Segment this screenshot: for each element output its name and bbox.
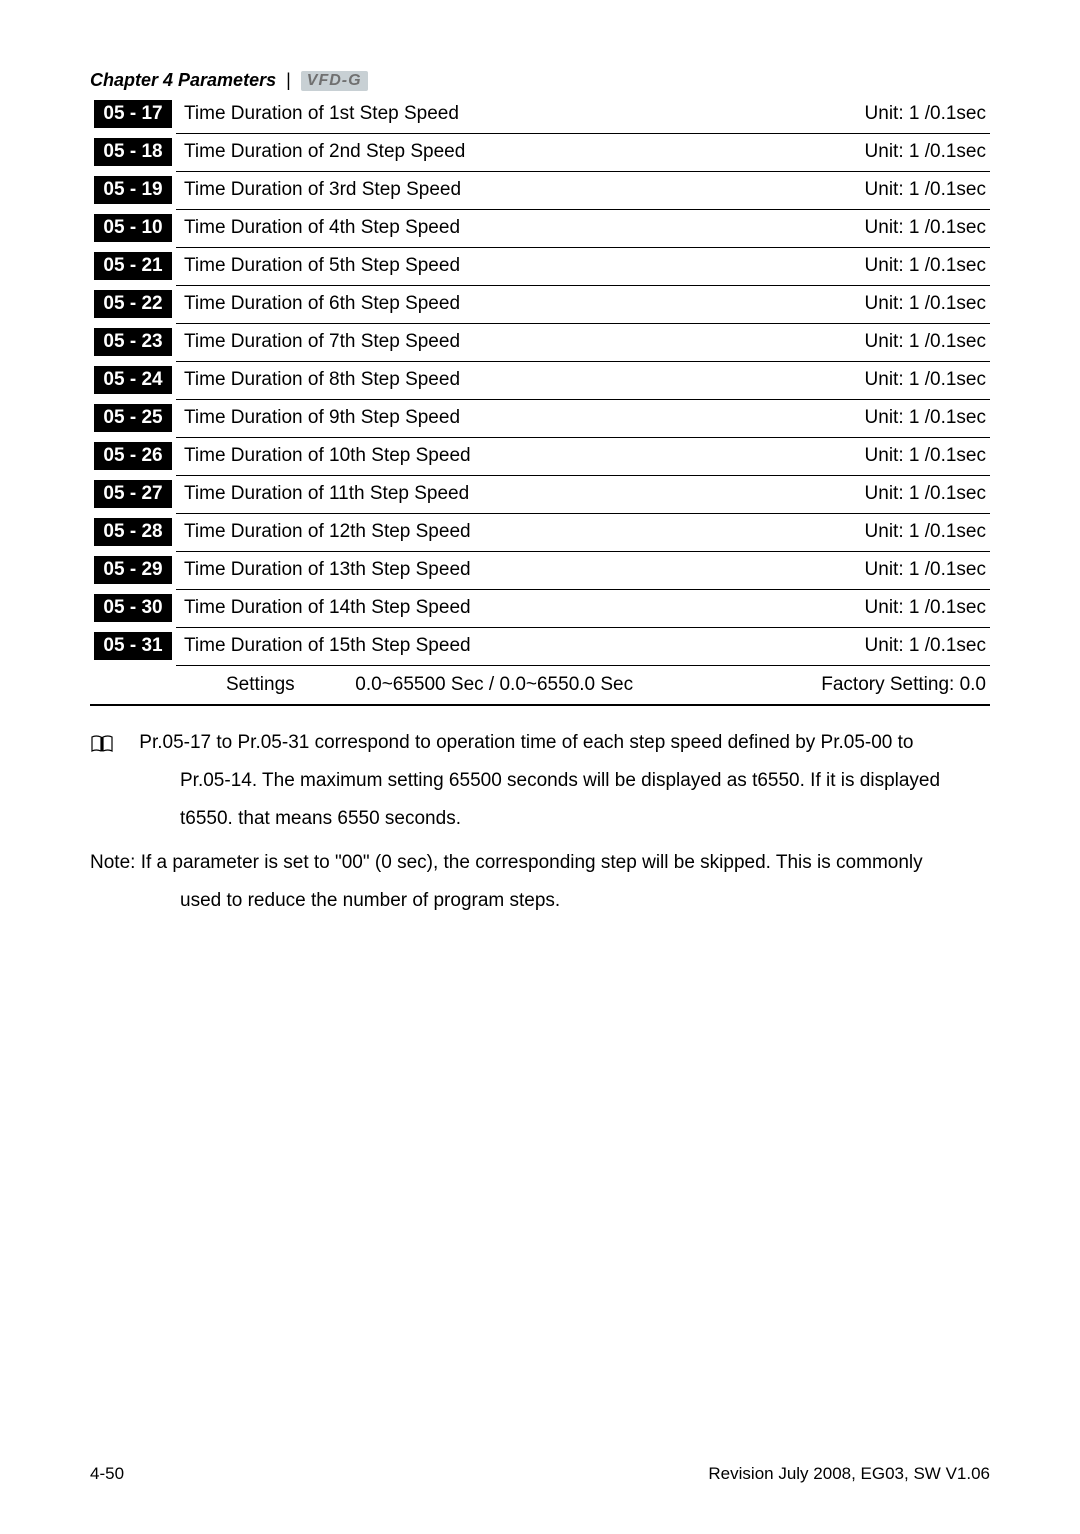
- table-row: 05 - 31Time Duration of 15th Step SpeedU…: [90, 627, 990, 665]
- param-description: Time Duration of 2nd Step Speed: [176, 133, 768, 171]
- factory-setting: Factory Setting: 0.0: [768, 665, 990, 705]
- param-code: 05 - 21: [94, 252, 172, 280]
- param-unit: Unit: 1 /0.1sec: [768, 247, 990, 285]
- param-description: Time Duration of 13th Step Speed: [176, 551, 768, 589]
- page-footer: 4-50 Revision July 2008, EG03, SW V1.06: [90, 1464, 990, 1484]
- param-code: 05 - 17: [94, 100, 172, 128]
- param-description: Time Duration of 8th Step Speed: [176, 361, 768, 399]
- header-separator: |: [286, 70, 291, 91]
- param-unit: Unit: 1 /0.1sec: [768, 399, 990, 437]
- param-description: Time Duration of 12th Step Speed: [176, 513, 768, 551]
- param-unit: Unit: 1 /0.1sec: [768, 209, 990, 247]
- table-row: 05 - 18Time Duration of 2nd Step SpeedUn…: [90, 133, 990, 171]
- param-unit: Unit: 1 /0.1sec: [768, 551, 990, 589]
- table-row: 05 - 24Time Duration of 8th Step SpeedUn…: [90, 361, 990, 399]
- settings-row: Settings 0.0~65500 Sec / 0.0~6550.0 Sec …: [90, 665, 990, 705]
- note-paragraph: Note: If a parameter is set to "00" (0 s…: [90, 844, 990, 920]
- param-unit: Unit: 1 /0.1sec: [768, 513, 990, 551]
- table-row: 05 - 23Time Duration of 7th Step SpeedUn…: [90, 323, 990, 361]
- param-description: Time Duration of 11th Step Speed: [176, 475, 768, 513]
- param-description: Time Duration of 7th Step Speed: [176, 323, 768, 361]
- param-description: Time Duration of 9th Step Speed: [176, 399, 768, 437]
- param-description: Time Duration of 1st Step Speed: [176, 95, 768, 133]
- table-row: 05 - 27Time Duration of 11th Step SpeedU…: [90, 475, 990, 513]
- param-code: 05 - 31: [94, 632, 172, 660]
- param-code: 05 - 24: [94, 366, 172, 394]
- table-row: 05 - 19Time Duration of 3rd Step SpeedUn…: [90, 171, 990, 209]
- param-unit: Unit: 1 /0.1sec: [768, 475, 990, 513]
- param-code: 05 - 10: [94, 214, 172, 242]
- parameter-table: 05 - 17Time Duration of 1st Step SpeedUn…: [90, 95, 990, 706]
- param-unit: Unit: 1 /0.1sec: [768, 437, 990, 475]
- book-icon: [90, 730, 114, 750]
- param-unit: Unit: 1 /0.1sec: [768, 133, 990, 171]
- param-description: Time Duration of 14th Step Speed: [176, 589, 768, 627]
- param-code: 05 - 25: [94, 404, 172, 432]
- page: Chapter 4 Parameters | VFD-G 05 - 17Time…: [0, 0, 1080, 1534]
- revision-info: Revision July 2008, EG03, SW V1.06: [708, 1464, 990, 1484]
- table-row: 05 - 17Time Duration of 1st Step SpeedUn…: [90, 95, 990, 133]
- param-description: Time Duration of 10th Step Speed: [176, 437, 768, 475]
- explanation-line-3: t6550. that means 6550 seconds.: [180, 800, 990, 838]
- param-unit: Unit: 1 /0.1sec: [768, 323, 990, 361]
- brand-badge: VFD-G: [301, 71, 368, 91]
- param-unit: Unit: 1 /0.1sec: [768, 361, 990, 399]
- page-number: 4-50: [90, 1464, 124, 1484]
- table-row: 05 - 29Time Duration of 13th Step SpeedU…: [90, 551, 990, 589]
- explanation-paragraph: Pr.05-17 to Pr.05-31 correspond to opera…: [90, 724, 990, 838]
- param-code: 05 - 19: [94, 176, 172, 204]
- param-unit: Unit: 1 /0.1sec: [768, 171, 990, 209]
- table-row: 05 - 30Time Duration of 14th Step SpeedU…: [90, 589, 990, 627]
- param-description: Time Duration of 4th Step Speed: [176, 209, 768, 247]
- table-row: 05 - 25Time Duration of 9th Step SpeedUn…: [90, 399, 990, 437]
- param-code: 05 - 23: [94, 328, 172, 356]
- param-code: 05 - 30: [94, 594, 172, 622]
- note-line-2: used to reduce the number of program ste…: [180, 882, 990, 920]
- table-row: 05 - 28Time Duration of 12th Step SpeedU…: [90, 513, 990, 551]
- param-code: 05 - 28: [94, 518, 172, 546]
- param-code: 05 - 29: [94, 556, 172, 584]
- explanation-line-2: Pr.05-14. The maximum setting 65500 seco…: [180, 762, 990, 800]
- param-code: 05 - 27: [94, 480, 172, 508]
- param-code: 05 - 22: [94, 290, 172, 318]
- param-unit: Unit: 1 /0.1sec: [768, 627, 990, 665]
- table-row: 05 - 26Time Duration of 10th Step SpeedU…: [90, 437, 990, 475]
- explanation-line-1: Pr.05-17 to Pr.05-31 correspond to opera…: [139, 732, 913, 753]
- param-code: 05 - 18: [94, 138, 172, 166]
- param-unit: Unit: 1 /0.1sec: [768, 589, 990, 627]
- param-unit: Unit: 1 /0.1sec: [768, 95, 990, 133]
- table-row: 05 - 21Time Duration of 5th Step SpeedUn…: [90, 247, 990, 285]
- page-header: Chapter 4 Parameters | VFD-G: [90, 70, 990, 91]
- param-unit: Unit: 1 /0.1sec: [768, 285, 990, 323]
- param-description: Time Duration of 3rd Step Speed: [176, 171, 768, 209]
- settings-range: 0.0~65500 Sec / 0.0~6550.0 Sec: [335, 674, 633, 695]
- param-code: 05 - 26: [94, 442, 172, 470]
- chapter-title: Chapter 4 Parameters: [90, 70, 276, 91]
- table-row: 05 - 22Time Duration of 6th Step SpeedUn…: [90, 285, 990, 323]
- note-line-1: Note: If a parameter is set to "00" (0 s…: [90, 844, 990, 882]
- settings-label: Settings: [180, 674, 330, 696]
- table-row: 05 - 10Time Duration of 4th Step SpeedUn…: [90, 209, 990, 247]
- param-description: Time Duration of 5th Step Speed: [176, 247, 768, 285]
- param-description: Time Duration of 15th Step Speed: [176, 627, 768, 665]
- param-description: Time Duration of 6th Step Speed: [176, 285, 768, 323]
